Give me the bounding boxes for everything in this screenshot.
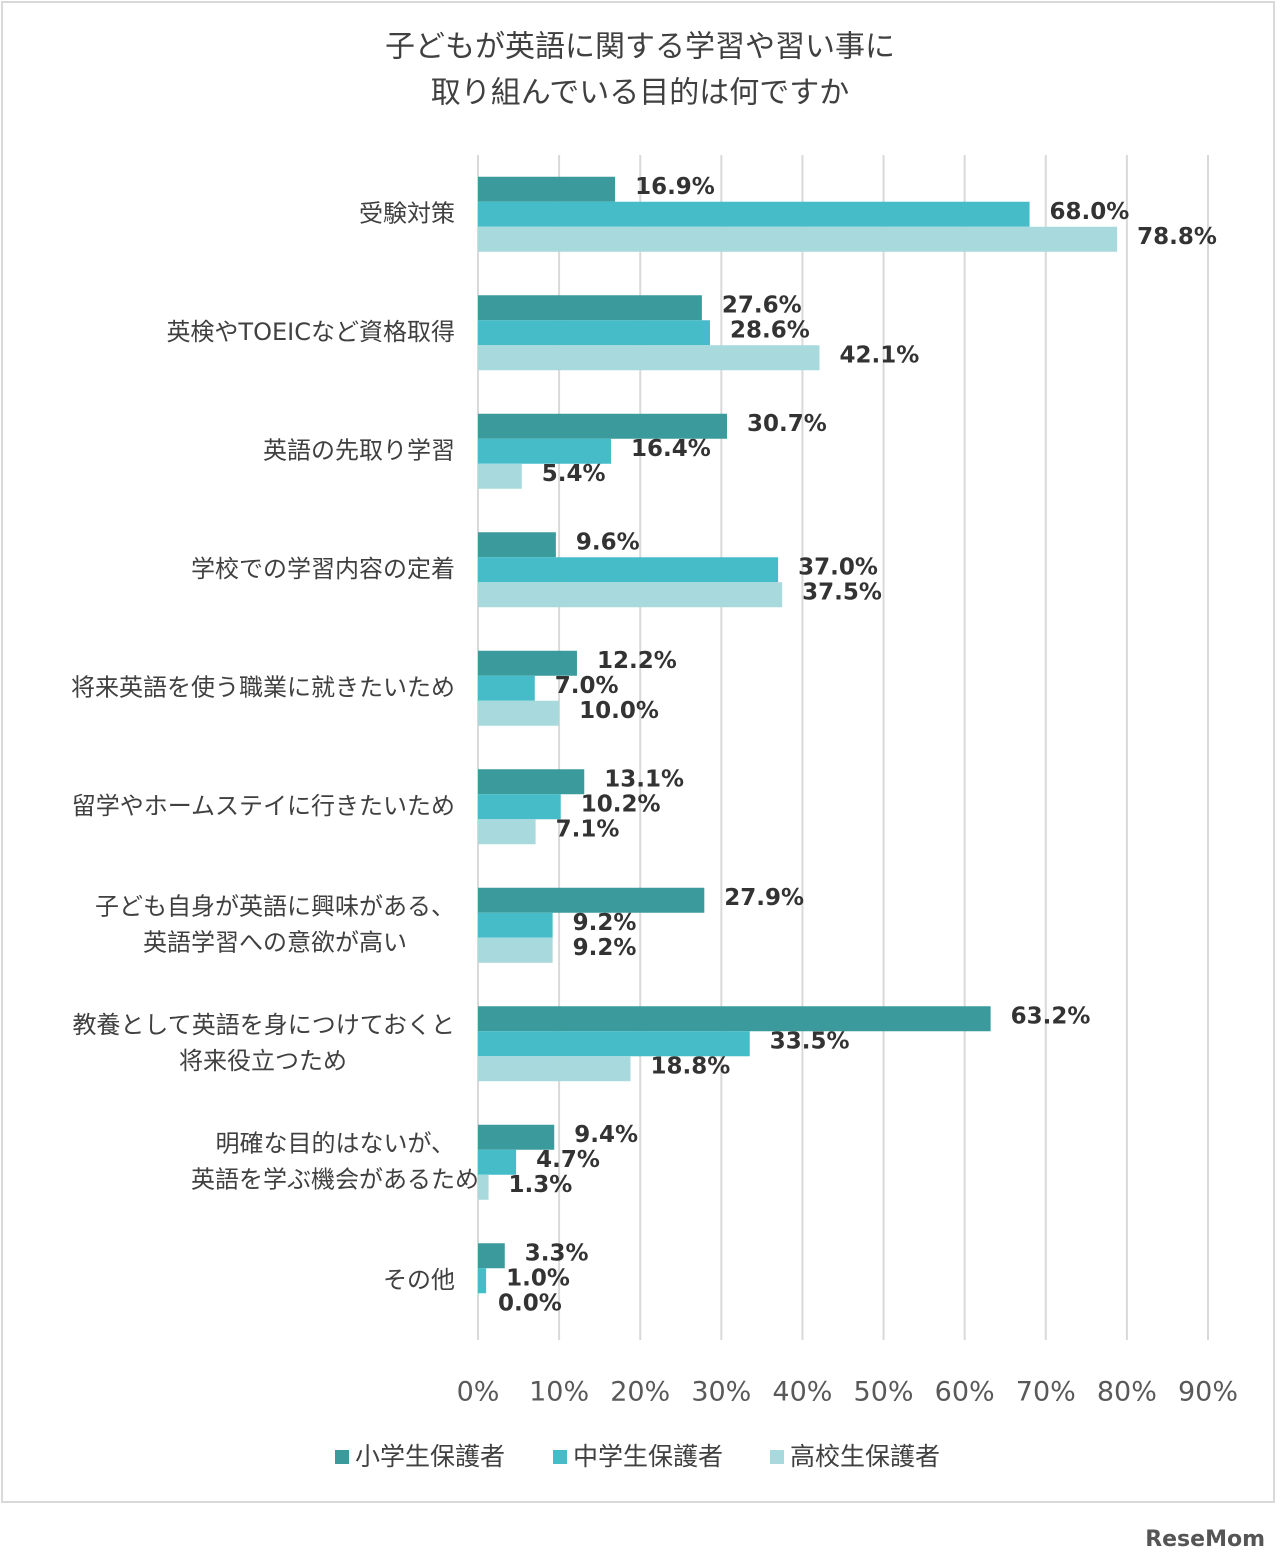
data-label: 10.2% bbox=[581, 791, 661, 817]
data-label: 3.3% bbox=[525, 1240, 589, 1266]
bar bbox=[478, 769, 585, 795]
chart-frame bbox=[1, 1, 1275, 1503]
data-label: 42.1% bbox=[839, 342, 919, 368]
bar bbox=[478, 413, 728, 439]
bar bbox=[478, 1056, 631, 1082]
bar bbox=[478, 320, 710, 346]
x-tick-label: 10% bbox=[529, 1377, 589, 1408]
y-tick-label: 英検やTOEICなど資格取得 bbox=[166, 318, 455, 346]
y-tick-label: 明確な目的はないが、英語を学ぶ機会があるため bbox=[191, 1129, 479, 1193]
legend-label: 高校生保護者 bbox=[790, 1442, 940, 1471]
watermark: ReseMom bbox=[1145, 1527, 1265, 1552]
data-label: 1.0% bbox=[506, 1265, 570, 1291]
data-label: 7.0% bbox=[555, 673, 619, 699]
x-tick-label: 0% bbox=[457, 1377, 500, 1408]
y-tick-label: 留学やホームステイに行きたいため bbox=[72, 792, 455, 820]
x-tick-label: 20% bbox=[610, 1377, 670, 1408]
x-tick-label: 30% bbox=[691, 1377, 751, 1408]
bar bbox=[478, 912, 553, 938]
chart-title: 取り組んでいる目的は何ですか bbox=[431, 76, 850, 111]
bar bbox=[478, 201, 1030, 227]
data-label: 9.2% bbox=[573, 910, 637, 936]
data-label: 30.7% bbox=[747, 411, 827, 437]
bar bbox=[478, 226, 1118, 252]
data-label: 9.4% bbox=[574, 1122, 638, 1148]
bar bbox=[478, 1174, 489, 1200]
legend-label: 中学生保護者 bbox=[573, 1442, 723, 1471]
legend-swatch bbox=[335, 1450, 349, 1464]
y-tick-label: 受験対策 bbox=[359, 199, 455, 227]
bar bbox=[478, 887, 705, 913]
bar bbox=[478, 794, 561, 820]
data-label: 27.6% bbox=[722, 292, 802, 318]
data-label: 9.2% bbox=[573, 935, 637, 961]
data-label: 7.1% bbox=[556, 816, 620, 842]
bar bbox=[478, 1124, 555, 1150]
bar bbox=[478, 345, 820, 371]
legend-swatch bbox=[553, 1450, 567, 1464]
bar bbox=[478, 1031, 750, 1057]
bar bbox=[478, 463, 522, 489]
data-label: 1.3% bbox=[509, 1172, 573, 1198]
x-tick-label: 40% bbox=[772, 1377, 832, 1408]
y-tick-label: 学校での学習内容の定着 bbox=[191, 555, 455, 583]
y-tick-label: 教養として英語を身につけておくと将来役立つため bbox=[72, 1011, 455, 1075]
bar bbox=[478, 700, 560, 726]
bar bbox=[478, 1268, 487, 1294]
bar bbox=[478, 557, 779, 583]
data-label: 33.5% bbox=[770, 1028, 850, 1054]
data-label: 37.5% bbox=[802, 579, 882, 605]
bar bbox=[478, 650, 577, 676]
bar bbox=[478, 295, 702, 321]
y-tick-label: その他 bbox=[383, 1266, 455, 1294]
data-label: 68.0% bbox=[1050, 199, 1130, 225]
bar bbox=[478, 582, 783, 608]
x-tick-label: 50% bbox=[854, 1377, 914, 1408]
y-tick-label: 英語の先取り学習 bbox=[263, 436, 455, 464]
data-label: 13.1% bbox=[604, 766, 684, 792]
data-label: 27.9% bbox=[724, 885, 804, 911]
data-label: 16.9% bbox=[635, 174, 715, 200]
data-label: 10.0% bbox=[579, 698, 659, 724]
x-tick-label: 80% bbox=[1097, 1377, 1157, 1408]
bar bbox=[478, 937, 553, 963]
y-tick-label: 将来英語を使う職業に就きたいため bbox=[71, 673, 455, 701]
bar bbox=[478, 1243, 505, 1269]
bar bbox=[478, 819, 536, 845]
y-tick-label: 子ども自身が英語に興味がある、英語学習への意欲が高い bbox=[95, 892, 455, 956]
legend-swatch bbox=[770, 1450, 784, 1464]
bar bbox=[478, 176, 616, 202]
bar bbox=[478, 1006, 991, 1032]
data-label: 5.4% bbox=[542, 461, 606, 487]
bar bbox=[478, 438, 612, 464]
bar bbox=[478, 675, 535, 701]
data-label: 12.2% bbox=[597, 648, 677, 674]
data-label: 4.7% bbox=[536, 1147, 600, 1173]
data-label: 16.4% bbox=[631, 436, 711, 462]
data-label: 37.0% bbox=[798, 554, 878, 580]
data-label: 78.8% bbox=[1137, 224, 1217, 250]
legend-label: 小学生保護者 bbox=[355, 1442, 505, 1471]
bar bbox=[478, 532, 556, 558]
x-tick-label: 60% bbox=[935, 1377, 995, 1408]
data-label: 9.6% bbox=[576, 529, 640, 555]
data-label: 0.0% bbox=[498, 1290, 562, 1316]
data-label: 28.6% bbox=[730, 317, 810, 343]
bar bbox=[478, 1149, 517, 1175]
chart-title: 子どもが英語に関する学習や習い事に bbox=[385, 30, 895, 65]
x-tick-label: 90% bbox=[1178, 1377, 1238, 1408]
x-tick-label: 70% bbox=[1016, 1377, 1076, 1408]
data-label: 18.8% bbox=[650, 1053, 730, 1079]
data-label: 63.2% bbox=[1011, 1003, 1091, 1029]
